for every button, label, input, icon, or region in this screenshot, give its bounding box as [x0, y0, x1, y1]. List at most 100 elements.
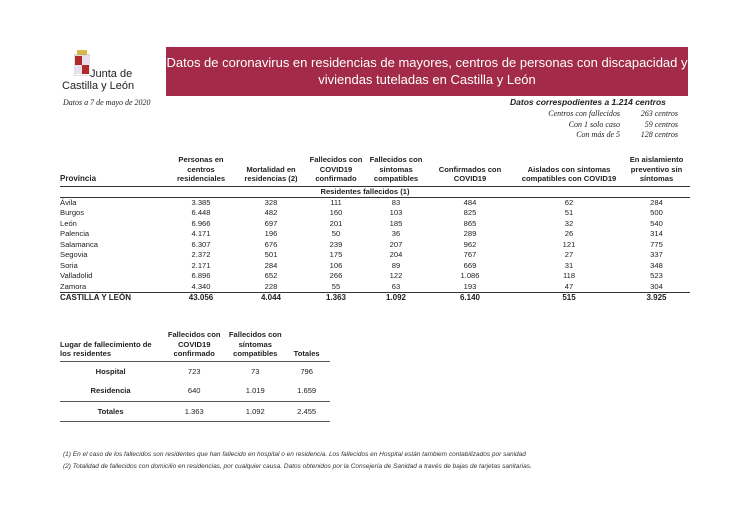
- centros-row: Con más de 5 128 centros: [510, 130, 690, 141]
- cell: 50: [331, 229, 341, 238]
- report-date: Datos a 7 de mayo de 2020: [63, 98, 151, 107]
- cell: 540: [650, 218, 663, 228]
- total-cell: 1.092: [367, 292, 425, 304]
- cell: 121: [562, 239, 576, 249]
- cell: 73: [251, 366, 260, 376]
- total-cell: 6.140: [425, 292, 515, 304]
- cell: 482: [264, 208, 278, 217]
- cell: Hospital: [95, 366, 126, 376]
- cell: 103: [389, 208, 403, 217]
- cell: 796: [300, 366, 313, 376]
- cell: 228: [264, 281, 278, 291]
- table-row: Ávila 3.385 328 111 83 484 62 284: [60, 197, 690, 208]
- value: 59 centros: [644, 119, 678, 129]
- total-cell: 1.363: [305, 292, 367, 304]
- province-name: Burgos: [60, 208, 85, 217]
- column-header: Confirmados con COVID19: [425, 155, 515, 187]
- column-header: Mortalidad en residencias (2): [237, 155, 305, 187]
- cell: 767: [463, 250, 477, 259]
- province-name: Valladolid: [60, 271, 93, 280]
- cell: 3.385: [191, 197, 211, 207]
- cell: 337: [650, 250, 663, 259]
- footnote-2: (2) Totalidad de fallecidos con domicili…: [63, 463, 532, 470]
- cell: 4.340: [191, 281, 211, 291]
- cell: 6.448: [191, 208, 211, 217]
- logo-text-2: Castilla y León: [62, 80, 135, 92]
- cell: 962: [463, 239, 477, 249]
- cell: 284: [264, 260, 278, 270]
- coat-of-arms-icon: [74, 50, 90, 76]
- cell: 111: [330, 197, 342, 207]
- logo-text-1: Junta de: [90, 68, 133, 80]
- cell: 47: [564, 281, 574, 291]
- cell: 26: [564, 229, 574, 238]
- cell: 825: [463, 208, 477, 217]
- total-row: Totales 1.363 1.092 2.455: [60, 400, 330, 422]
- province-name: Ávila: [60, 197, 77, 207]
- centros-row: Centros con fallecidos 263 centros: [510, 109, 690, 120]
- centros-summary: Datos correspodientes a 1.214 centros Ce…: [510, 97, 690, 141]
- centros-heading: Datos correspodientes a 1.214 centros: [510, 97, 666, 107]
- cell: 175: [329, 250, 343, 259]
- cell: 55: [331, 281, 341, 291]
- cell: 4.171: [191, 229, 211, 238]
- cell: 501: [264, 250, 278, 259]
- centros-row: Con 1 solo caso 59 centros: [510, 120, 690, 131]
- cell: 6.896: [191, 271, 211, 280]
- table-row: Salamanca 6.307 676 239 207 962 121 775: [60, 240, 690, 251]
- cell: 775: [650, 239, 663, 249]
- column-header: Totales: [283, 330, 330, 362]
- total-cell: CASTILLA Y LEÓN: [60, 292, 165, 304]
- label: Con más de 5: [576, 130, 620, 139]
- cell: 314: [650, 229, 663, 238]
- table-row: Burgos 6.448 482 160 103 825 51 500: [60, 208, 690, 219]
- column-header: Fallecidos con COVID19 confirmado: [161, 330, 228, 362]
- cell: 2.171: [191, 260, 211, 270]
- total-cell: 515: [515, 292, 623, 304]
- total-cell: 3.925: [623, 292, 690, 304]
- cell: 32: [564, 218, 574, 228]
- cell: 676: [264, 239, 278, 249]
- cell: 63: [391, 281, 401, 291]
- column-header: Provincia: [60, 155, 165, 187]
- total-cell: 4.044: [237, 292, 305, 304]
- cell: 348: [650, 260, 663, 270]
- place-of-death-table: Lugar de fallecimiento de los residentes…: [60, 330, 330, 422]
- cell: 89: [391, 260, 401, 270]
- cell: 865: [463, 218, 477, 228]
- junta-logo: Junta de Castilla y León: [62, 44, 152, 96]
- footnote-1: (1) En el caso de los fallecidos son res…: [63, 451, 526, 458]
- cell: 289: [463, 229, 477, 238]
- province-name: León: [60, 218, 77, 228]
- table-row: Hospital 723 73 796: [60, 361, 330, 381]
- cell: 239: [329, 239, 343, 249]
- page-title: Datos de coronavirus en residencias de m…: [166, 47, 688, 96]
- cell: Residencia: [90, 386, 131, 396]
- cell: 122: [389, 271, 403, 280]
- cell: 328: [264, 197, 278, 207]
- province-name: Salamanca: [60, 239, 98, 249]
- total-cell: 1.363: [161, 400, 228, 422]
- subheader-row: Residentes fallecidos (1): [60, 186, 690, 198]
- cell: 196: [264, 229, 278, 238]
- cell: 2.372: [191, 250, 211, 259]
- column-header: Aislados con síntomas compatibles con CO…: [515, 155, 623, 187]
- province-name: Zamora: [60, 281, 87, 291]
- total-cell: Totales: [60, 400, 162, 422]
- total-cell: 2.455: [283, 400, 330, 422]
- cell: 62: [564, 197, 574, 207]
- cell: 697: [264, 218, 278, 228]
- column-header: Lugar de fallecimiento de los residentes: [60, 330, 162, 362]
- label: Centros con fallecidos: [548, 109, 620, 118]
- cell: 6.966: [191, 218, 211, 228]
- province-name: Soria: [60, 260, 78, 270]
- table-row: León 6.966 697 201 185 865 32 540: [60, 219, 690, 230]
- cell: 484: [463, 197, 477, 207]
- table-row: Soria 2.171 284 106 89 669 31 348: [60, 261, 690, 272]
- cell: 106: [329, 260, 343, 270]
- cell: 185: [389, 218, 403, 228]
- cell: 652: [264, 271, 278, 280]
- cell: 193: [463, 281, 477, 291]
- cell: 6.307: [191, 239, 211, 249]
- cell: 51: [564, 208, 574, 217]
